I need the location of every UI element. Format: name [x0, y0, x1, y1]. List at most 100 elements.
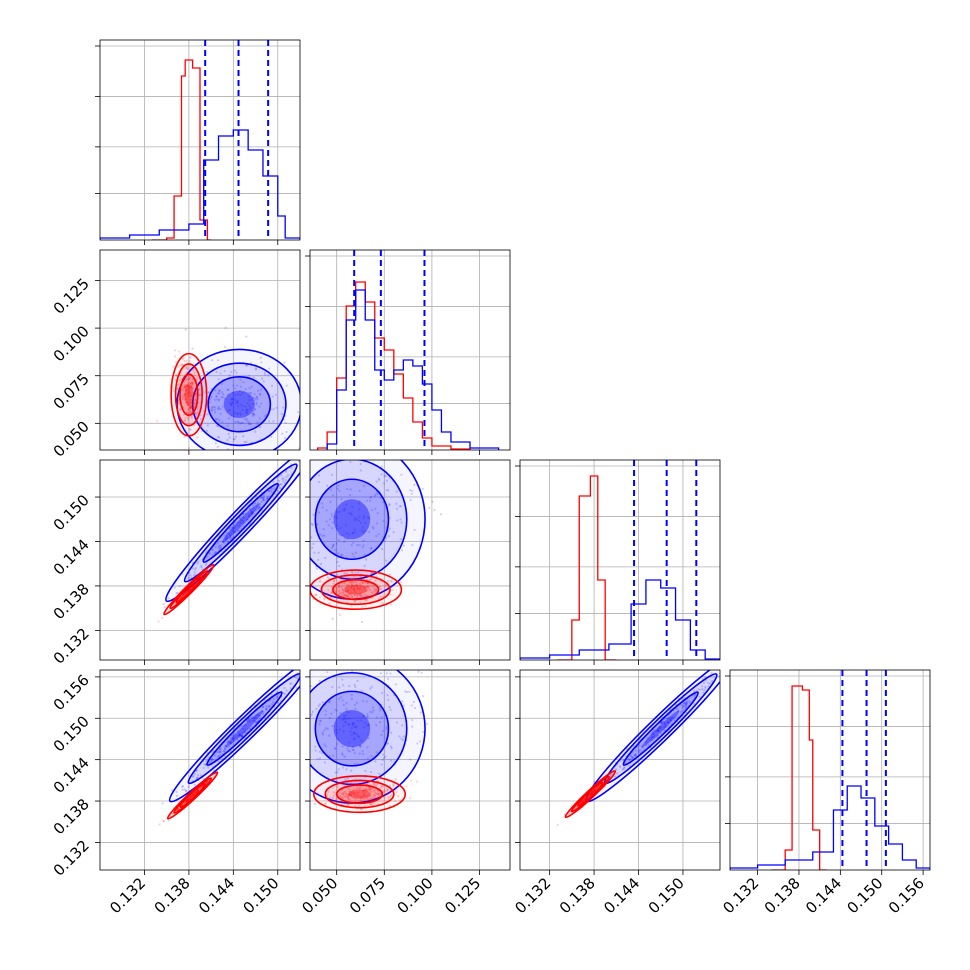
scatter-point [248, 399, 251, 402]
scatter-point [363, 581, 367, 584]
scatter-point [390, 747, 393, 750]
scatter-point [251, 719, 255, 722]
scatter-point [238, 411, 242, 414]
contour-blue [207, 376, 272, 433]
scatter-point [650, 736, 653, 739]
scatter-point [252, 376, 255, 379]
scatter-point [270, 435, 273, 438]
scatter-point [279, 483, 282, 486]
scatter-point [311, 523, 314, 527]
scatter-point [265, 705, 268, 708]
scatter-point [371, 585, 375, 588]
scatter-point [700, 685, 704, 688]
scatter-point [235, 523, 238, 527]
scatter-point [310, 522, 313, 526]
scatter-point [185, 799, 188, 802]
scatter-point [192, 792, 196, 796]
scatter-point [186, 798, 189, 801]
scatter-point [350, 733, 353, 737]
scatter-point [365, 499, 369, 502]
scatter-point [236, 738, 239, 741]
scatter-point [246, 719, 249, 722]
scatter-point [645, 744, 648, 747]
scatter-point [676, 713, 679, 716]
scatter-point [353, 752, 356, 755]
scatter-point [247, 515, 250, 518]
scatter-point [658, 727, 661, 730]
scatter-point [378, 478, 381, 482]
scatter-point [630, 755, 633, 758]
scatter-point [218, 545, 221, 548]
scatter-point [284, 470, 288, 473]
scatter-point [218, 436, 221, 439]
scatter-point [188, 368, 191, 371]
scatter-point [177, 398, 180, 401]
scatter-point [338, 589, 341, 592]
scatter-point [190, 584, 194, 587]
scatter-point [613, 775, 617, 778]
scatter-point [285, 384, 288, 387]
scatter-point [190, 385, 193, 388]
scatter-point [667, 716, 670, 720]
scatter-point [230, 741, 233, 744]
scatter-point [327, 524, 330, 527]
scatter-point [248, 395, 251, 398]
y-tick-label: 0.050 [50, 417, 93, 460]
scatter-point [413, 706, 417, 710]
scatter-point [190, 586, 193, 589]
scatter-point [314, 749, 317, 752]
scatter-point [185, 799, 188, 803]
scatter-point [227, 447, 230, 450]
panel-content [100, 250, 300, 450]
scatter-point [344, 572, 347, 575]
scatter-point [206, 413, 209, 416]
scatter-point [162, 819, 165, 822]
scatter-point [352, 792, 356, 795]
scatter-point [332, 791, 335, 794]
scatter-point [359, 575, 362, 579]
scatter-point [221, 393, 225, 396]
scatter-point [251, 412, 254, 416]
scatter-point [304, 763, 306, 765]
scatter-point [362, 726, 366, 729]
scatter-point [185, 385, 188, 388]
scatter-point [310, 685, 313, 688]
scatter-point [353, 600, 357, 603]
scatter-point [330, 651, 332, 653]
scatter-point [699, 688, 702, 691]
scatter-point [373, 495, 376, 498]
scatter-point [347, 512, 351, 515]
scatter-point [245, 419, 248, 422]
scatter-point [397, 794, 400, 798]
scatter-point [254, 368, 258, 371]
scatter-point [629, 754, 632, 757]
scatter-point [357, 787, 360, 790]
scatter-point [583, 797, 587, 800]
scatter-point [255, 403, 258, 406]
scatter-point [364, 795, 367, 798]
scatter-point [592, 790, 595, 793]
scatter-point [232, 438, 236, 441]
scatter-point [178, 379, 181, 382]
scatter-point [186, 382, 190, 385]
scatter-point [236, 404, 240, 408]
scatter-point [369, 547, 372, 550]
scatter-point [189, 406, 192, 409]
scatter-point [581, 800, 584, 803]
scatter-point [582, 798, 586, 801]
scatter-point [259, 714, 262, 717]
scatter-point [345, 585, 348, 588]
scatter-point [254, 367, 258, 370]
scatter-point [185, 401, 188, 404]
scatter-point [196, 407, 199, 410]
scatter-point [210, 757, 214, 761]
scatter-point [188, 360, 191, 363]
scatter-point [324, 803, 327, 806]
scatter-point [666, 721, 669, 724]
panel-frame [99, 249, 301, 451]
scatter-point [362, 789, 366, 792]
scatter-point [346, 594, 350, 597]
scatter-point [374, 588, 378, 591]
scatter-point [332, 579, 336, 582]
scatter-point [351, 595, 354, 599]
